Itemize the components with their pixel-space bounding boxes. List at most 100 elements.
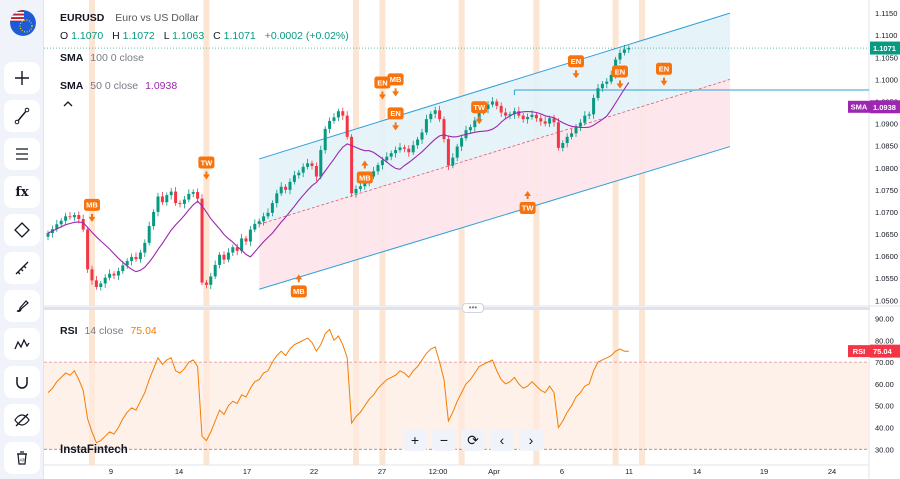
candle-body: [292, 175, 296, 182]
time-tick-label: 17: [243, 467, 251, 476]
event-badge-mb: MB: [356, 160, 373, 184]
eurusd-flag-icon: [10, 10, 36, 36]
candle-body: [174, 191, 178, 204]
event-badge-box: [656, 62, 672, 75]
rsi-tick-label: 30.00: [875, 445, 894, 454]
arrow-down-icon: [392, 122, 400, 131]
patterns-tool-button[interactable]: [4, 328, 40, 360]
rsi-legend[interactable]: RSI 14 close 75.04: [60, 325, 157, 337]
high-label: H: [112, 30, 120, 42]
delete-tool-button[interactable]: All: [4, 442, 40, 474]
candle-body: [209, 276, 213, 285]
rsi-price-tag: RSI 75.04: [848, 344, 900, 358]
candle-body: [125, 260, 129, 266]
candle-body: [262, 216, 266, 222]
candle-body: [235, 247, 239, 251]
event-badge-label: MB: [390, 75, 402, 84]
candle-body: [442, 119, 446, 140]
candle-body: [257, 221, 261, 224]
event-badge-tw: TW: [519, 190, 536, 214]
candle-body: [578, 122, 582, 127]
candle-body: [191, 192, 195, 194]
indicators-tool-button[interactable]: fx: [4, 176, 40, 208]
sma100-name: SMA: [60, 52, 84, 64]
candle-body: [112, 273, 116, 276]
rsi-price-tag-label: RSI: [853, 347, 866, 356]
collapse-legend-button[interactable]: [60, 100, 76, 114]
candle-body: [182, 199, 186, 204]
brush-tool-button[interactable]: [4, 290, 40, 322]
event-badge-mb: MB: [84, 198, 100, 222]
candle-body: [389, 153, 393, 157]
candle-body: [587, 114, 591, 116]
candle-body: [134, 256, 138, 260]
candle-body: [407, 148, 411, 153]
scroll-forward-button[interactable]: ›: [519, 429, 543, 451]
time-tick-label: 24: [828, 467, 836, 476]
cursor-tool-button[interactable]: [4, 62, 40, 94]
magnet-tool-button[interactable]: [4, 366, 40, 398]
rsi-name: RSI: [60, 325, 78, 337]
sma-price-tag-label: SMA: [851, 103, 868, 112]
rsi-tick-label: 50.00: [875, 402, 894, 411]
candle-body: [451, 157, 455, 166]
candle-body: [402, 147, 406, 149]
arrow-up-icon: [524, 190, 532, 199]
last-price-tag-value-box: [870, 41, 900, 55]
sma100-legend[interactable]: SMA 100 0 close: [60, 52, 144, 64]
rsi-line: [47, 328, 629, 444]
hide-tool-button[interactable]: [4, 404, 40, 436]
candle-body: [270, 203, 274, 213]
event-badge-label: EN: [377, 78, 387, 87]
high-value: 1.1072: [122, 30, 155, 42]
shapes-tool-button[interactable]: [4, 214, 40, 246]
pane-resize-handle[interactable]: •••: [462, 303, 484, 313]
candle-body: [539, 118, 543, 122]
fib-icon: [16, 148, 28, 160]
reset-chart-button[interactable]: ⟳: [461, 429, 485, 451]
candle-body: [552, 118, 556, 123]
candle-body: [130, 256, 134, 261]
candle-body: [394, 150, 398, 154]
time-tick-label: 11: [625, 467, 633, 476]
candle-body: [530, 114, 534, 117]
candle-body: [138, 252, 142, 260]
price-tick-label: 1.0500: [875, 296, 898, 305]
rsi-params: 14 close: [84, 325, 124, 337]
close-label: C: [213, 30, 221, 42]
pane-separator[interactable]: [44, 307, 870, 310]
candle-body: [398, 147, 402, 151]
zoom-in-button[interactable]: +: [403, 429, 427, 451]
zoom-out-button[interactable]: −: [432, 429, 456, 451]
price-tick-label: 1.0900: [875, 120, 898, 129]
candle-body: [411, 145, 415, 153]
candle-body: [596, 88, 600, 98]
candle-body: [288, 181, 292, 190]
candle-body: [504, 112, 508, 116]
rsi-tick-label: 70.00: [875, 358, 894, 367]
arrow-down-icon: [616, 80, 624, 89]
candle-body: [275, 193, 279, 204]
time-tick-label: 6: [560, 467, 564, 476]
candle-body: [416, 139, 420, 146]
time-tick-label: 12:00: [429, 467, 448, 476]
channel-upper-line: [259, 12, 731, 160]
sma50-params: 50 0 close: [90, 80, 139, 92]
event-badge-box: [198, 156, 215, 169]
last-price-tag: 1.1071: [870, 41, 900, 55]
sma50-name: SMA: [60, 80, 84, 92]
scroll-back-button[interactable]: ‹: [490, 429, 514, 451]
measure-tool-button[interactable]: [4, 252, 40, 284]
candle-body: [543, 121, 547, 124]
candle-body: [310, 163, 314, 166]
event-badge-label: TW: [522, 204, 535, 213]
candle-body: [446, 139, 450, 166]
sma50-legend[interactable]: SMA 50 0 close 1.0938: [60, 80, 177, 92]
candle-body: [499, 105, 503, 113]
candle-body: [350, 136, 354, 194]
fib-tool-button[interactable]: [4, 138, 40, 170]
trend-line-tool-button[interactable]: [4, 100, 40, 132]
event-badge-label: MB: [293, 287, 305, 296]
event-badge-box: [519, 201, 536, 214]
